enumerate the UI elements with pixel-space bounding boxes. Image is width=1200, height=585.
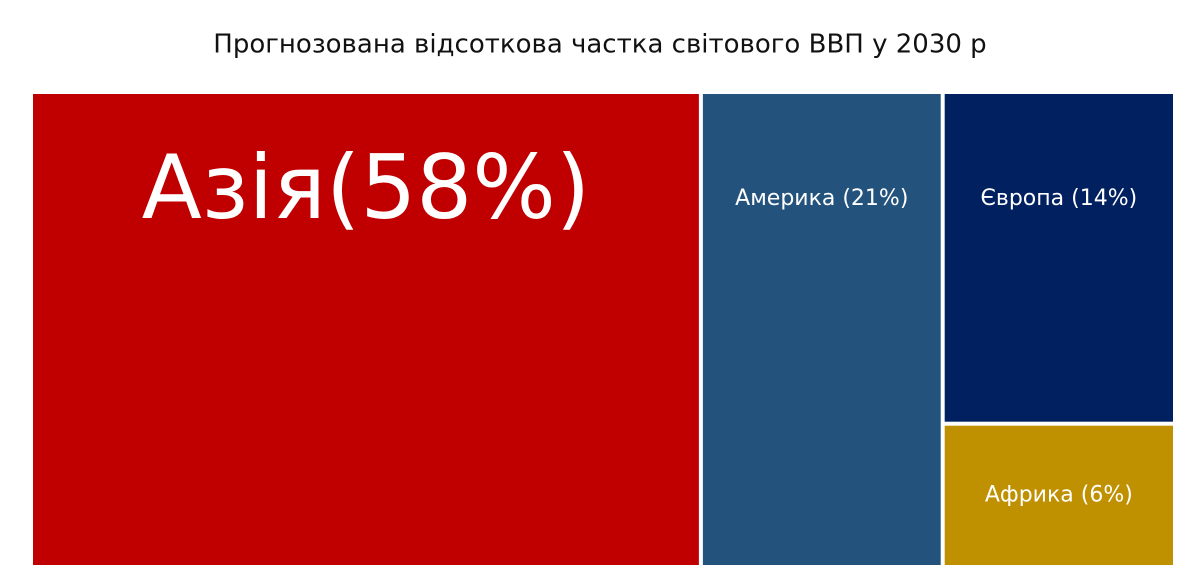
tile-label: Африка (6%)	[985, 482, 1133, 507]
treemap-tile	[33, 94, 699, 565]
chart-title: Прогнозована відсоткова частка світового…	[213, 30, 986, 60]
treemap-tile	[944, 94, 1173, 422]
tile-label: Америка (21%)	[735, 186, 908, 211]
treemap-tile	[702, 94, 941, 565]
tile-label: Азія(58%)	[142, 136, 591, 239]
tile-label: Європа (14%)	[981, 186, 1138, 211]
treemap-tile	[944, 425, 1173, 565]
